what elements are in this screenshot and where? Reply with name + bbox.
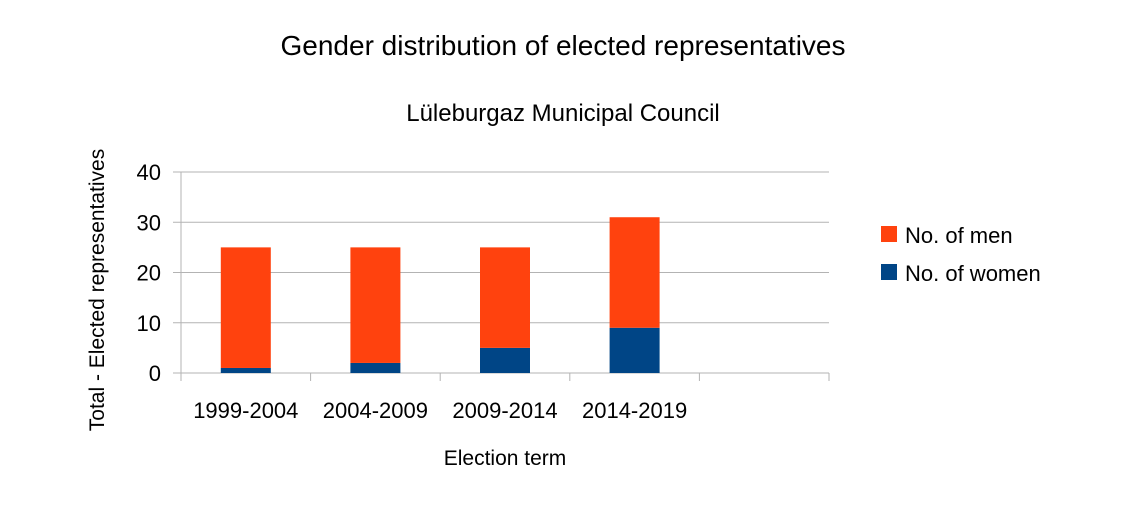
bar-no-of-women — [350, 362, 401, 373]
legend-swatch — [881, 226, 897, 242]
y-tick-label: 20 — [137, 261, 161, 286]
y-tick-label: 0 — [149, 361, 161, 386]
x-tick-label: 2004-2009 — [323, 398, 428, 423]
bar-no-of-women — [609, 327, 660, 373]
chart-title: Gender distribution of elected represent… — [281, 30, 846, 61]
bar-no-of-women — [480, 347, 530, 373]
y-tick-label: 30 — [137, 210, 161, 235]
bar-no-of-men — [220, 247, 271, 368]
legend-label: No. of men — [905, 223, 1013, 248]
y-tick-label: 10 — [137, 311, 161, 336]
bar-no-of-men — [480, 247, 530, 348]
y-axis-label: Total - Elected representatives — [86, 149, 109, 431]
x-axis-label: Election term — [444, 447, 567, 470]
legend-label: No. of women — [905, 261, 1041, 286]
x-tick-label: 2014-2019 — [582, 398, 687, 423]
y-tick-label: 40 — [137, 160, 161, 185]
bar-no-of-men — [609, 217, 660, 328]
legend-swatch — [881, 264, 897, 280]
chart-subtitle: Lüleburgaz Municipal Council — [406, 100, 720, 127]
bar-no-of-women — [220, 367, 271, 373]
x-tick-label: 2009-2014 — [452, 398, 557, 423]
bar-no-of-men — [350, 247, 401, 363]
x-tick-label: 1999-2004 — [193, 398, 298, 423]
